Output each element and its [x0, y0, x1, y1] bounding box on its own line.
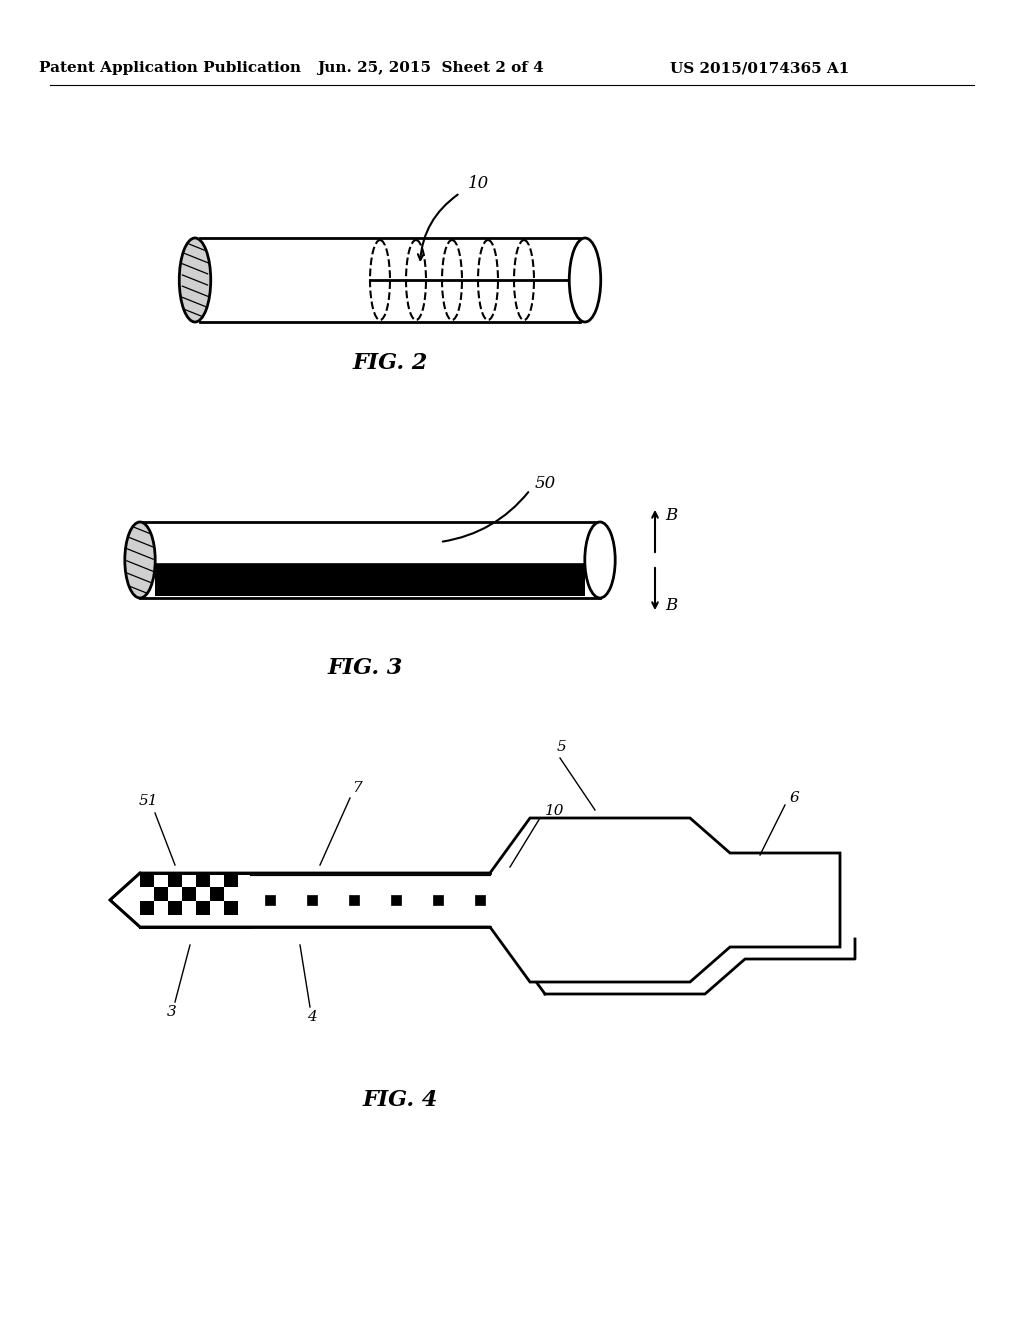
Text: 50: 50	[535, 474, 556, 491]
Bar	[391, 895, 401, 906]
Bar	[224, 887, 238, 902]
Bar	[433, 895, 443, 906]
Ellipse shape	[569, 238, 601, 322]
Text: 3: 3	[167, 1005, 177, 1019]
Bar	[154, 887, 168, 902]
Bar	[224, 902, 238, 915]
Bar	[195, 238, 370, 322]
Text: FIG. 3: FIG. 3	[328, 657, 402, 678]
Polygon shape	[110, 818, 840, 982]
Bar	[168, 873, 182, 887]
Text: 51: 51	[138, 795, 158, 808]
Bar	[140, 902, 154, 915]
Bar	[210, 887, 224, 902]
Text: FIG. 4: FIG. 4	[362, 1089, 437, 1111]
Bar	[349, 895, 359, 906]
Text: B: B	[665, 597, 677, 614]
Bar	[168, 902, 182, 915]
Bar	[210, 902, 224, 915]
Text: B: B	[665, 507, 677, 524]
Bar	[265, 895, 275, 906]
Bar	[196, 887, 210, 902]
Bar	[140, 521, 600, 598]
Text: 10: 10	[545, 804, 564, 818]
Text: 5: 5	[557, 741, 567, 754]
Ellipse shape	[585, 521, 615, 598]
Text: Patent Application Publication: Patent Application Publication	[39, 61, 301, 75]
Text: Jun. 25, 2015  Sheet 2 of 4: Jun. 25, 2015 Sheet 2 of 4	[316, 61, 544, 75]
Text: 4: 4	[307, 1010, 316, 1024]
Bar	[182, 873, 196, 887]
Bar	[140, 873, 154, 887]
Ellipse shape	[125, 521, 156, 598]
Bar	[196, 873, 210, 887]
Text: 10: 10	[468, 174, 489, 191]
Bar	[196, 902, 210, 915]
Bar	[224, 873, 238, 887]
Bar	[182, 887, 196, 902]
Bar	[154, 902, 168, 915]
Bar	[154, 873, 168, 887]
Bar	[182, 902, 196, 915]
Bar	[156, 564, 585, 597]
Ellipse shape	[179, 238, 211, 322]
Bar	[307, 895, 317, 906]
Bar	[168, 887, 182, 902]
Bar	[210, 873, 224, 887]
Bar	[140, 887, 154, 902]
Bar	[475, 895, 485, 906]
Text: FIG. 2: FIG. 2	[352, 352, 428, 374]
Text: 7: 7	[352, 781, 361, 795]
Text: US 2015/0174365 A1: US 2015/0174365 A1	[671, 61, 850, 75]
Text: 6: 6	[790, 791, 800, 805]
